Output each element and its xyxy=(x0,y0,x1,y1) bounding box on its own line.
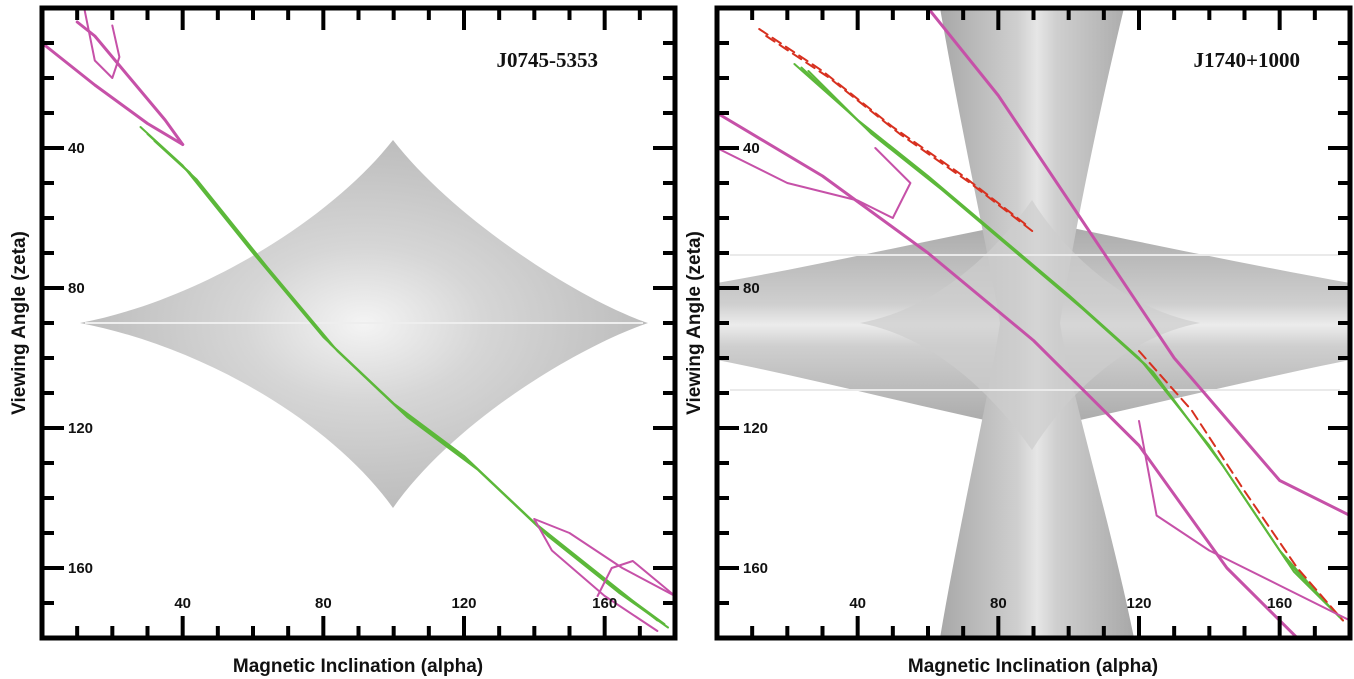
curves xyxy=(717,8,1350,638)
series-1-curve-0 xyxy=(42,41,185,146)
ticks: 40 80 120 160 40 80 120 160 xyxy=(42,8,675,638)
x-tick-label: 40 xyxy=(174,595,191,612)
y-tick-label: 120 xyxy=(68,420,93,437)
y-axis-label: Viewing Angle (zeta) xyxy=(9,231,30,415)
x-tick-label: 120 xyxy=(451,595,476,612)
y-tick-label: 80 xyxy=(68,280,85,297)
y-tick-label: 160 xyxy=(743,560,768,577)
series-0-curve-2 xyxy=(153,140,669,629)
x-tick-label: 160 xyxy=(1267,595,1292,612)
y-tick-label: 40 xyxy=(68,140,85,157)
series-2-curve-2 xyxy=(717,147,912,219)
beam-central-highlight xyxy=(860,200,1200,450)
series-0-curve-2 xyxy=(807,70,1344,622)
series-2-curve-3 xyxy=(1138,420,1350,622)
series-2-curve-0 xyxy=(926,8,1350,517)
y-tick-label: 80 xyxy=(743,280,760,297)
x-tick-label: 160 xyxy=(592,595,617,612)
x-tick-label: 80 xyxy=(990,595,1007,612)
series-1-curve-1 xyxy=(765,35,1035,233)
series-1-curve-2 xyxy=(83,8,121,79)
x-tick-label: 120 xyxy=(1126,595,1151,612)
panel-j0745: 40 80 120 160 40 80 120 160 J0745-5353 Magnetic… xyxy=(9,5,678,677)
ticks: 40 80 120 160 40 80 120 160 xyxy=(717,8,1350,638)
beam-region xyxy=(717,8,1350,638)
curves xyxy=(42,8,675,632)
series-1-curve-4 xyxy=(533,518,659,632)
panel-j1740: 40 80 120 160 40 80 120 160 J1740+1000 Magnetic… xyxy=(684,5,1353,677)
beam-region xyxy=(80,140,648,508)
y-tick-label: 160 xyxy=(68,560,93,577)
chart-title: J1740+1000 xyxy=(1194,48,1300,72)
y-tick-label: 40 xyxy=(743,140,760,157)
series-1-curve-2 xyxy=(1138,350,1344,622)
series-1-curve-0 xyxy=(758,28,1028,226)
y-axis-label: Viewing Angle (zeta) xyxy=(684,231,705,415)
x-tick-label: 80 xyxy=(315,595,332,612)
chart-title: J0745-5353 xyxy=(497,48,599,72)
series-2-curve-1 xyxy=(717,111,1299,638)
x-axis-label: Magnetic Inclination (alpha) xyxy=(908,656,1158,677)
series-1-curve-5 xyxy=(596,560,675,597)
y-tick-label: 120 xyxy=(743,420,768,437)
series-1-curve-3 xyxy=(533,518,675,597)
x-axis-label: Magnetic Inclination (alpha) xyxy=(233,656,483,677)
x-tick-label: 40 xyxy=(849,595,866,612)
